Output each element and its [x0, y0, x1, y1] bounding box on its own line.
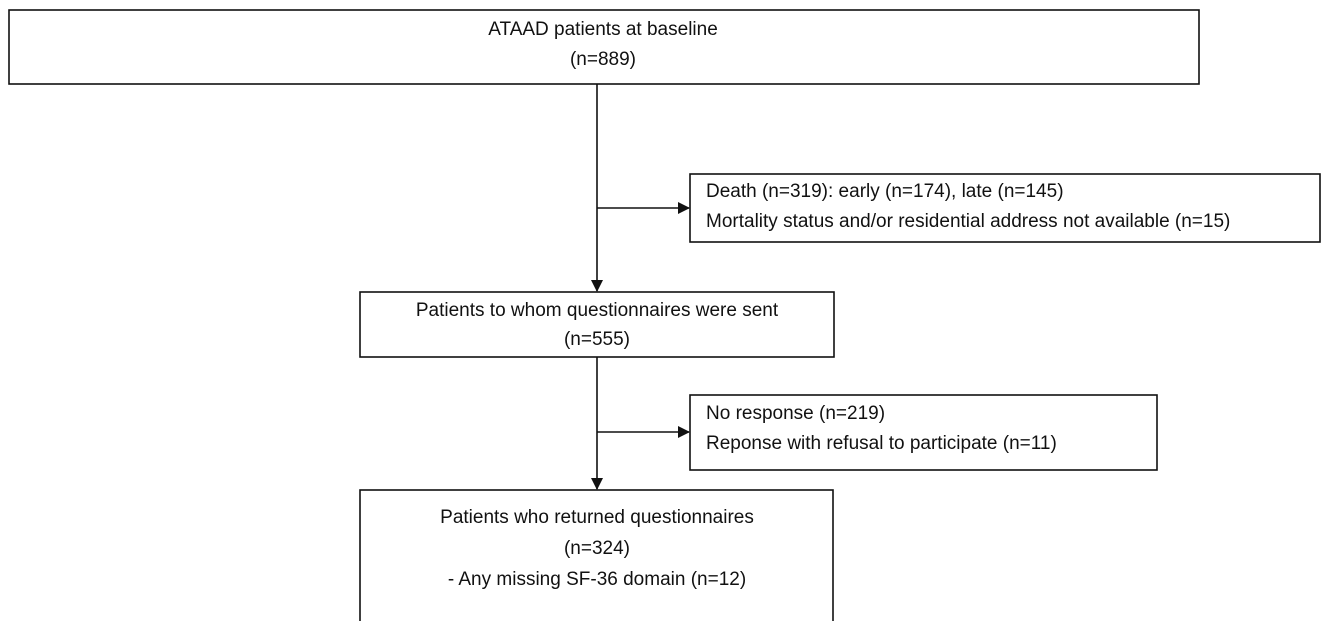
node-text: Death (n=319): early (n=174), late (n=14…	[706, 181, 1064, 202]
node-text: Mortality status and/or residential addr…	[706, 211, 1230, 232]
node-box	[359, 489, 834, 621]
node-text: (n=889)	[570, 49, 636, 70]
node-text: ATAAD patients at baseline	[488, 19, 718, 40]
node-text: Patients to whom questionnaires were sen…	[416, 300, 779, 321]
node-text: No response (n=219)	[706, 403, 885, 424]
node-text: - Any missing SF-36 domain (n=12)	[448, 569, 746, 590]
node-box	[8, 9, 1200, 85]
node-text: Reponse with refusal to participate (n=1…	[706, 433, 1057, 454]
node-box	[359, 291, 835, 358]
node-box	[689, 394, 1158, 471]
node-text: Patients who returned questionnaires	[440, 507, 754, 528]
node-box	[689, 173, 1321, 243]
node-text: (n=555)	[564, 329, 630, 350]
node-text: (n=324)	[564, 538, 630, 559]
